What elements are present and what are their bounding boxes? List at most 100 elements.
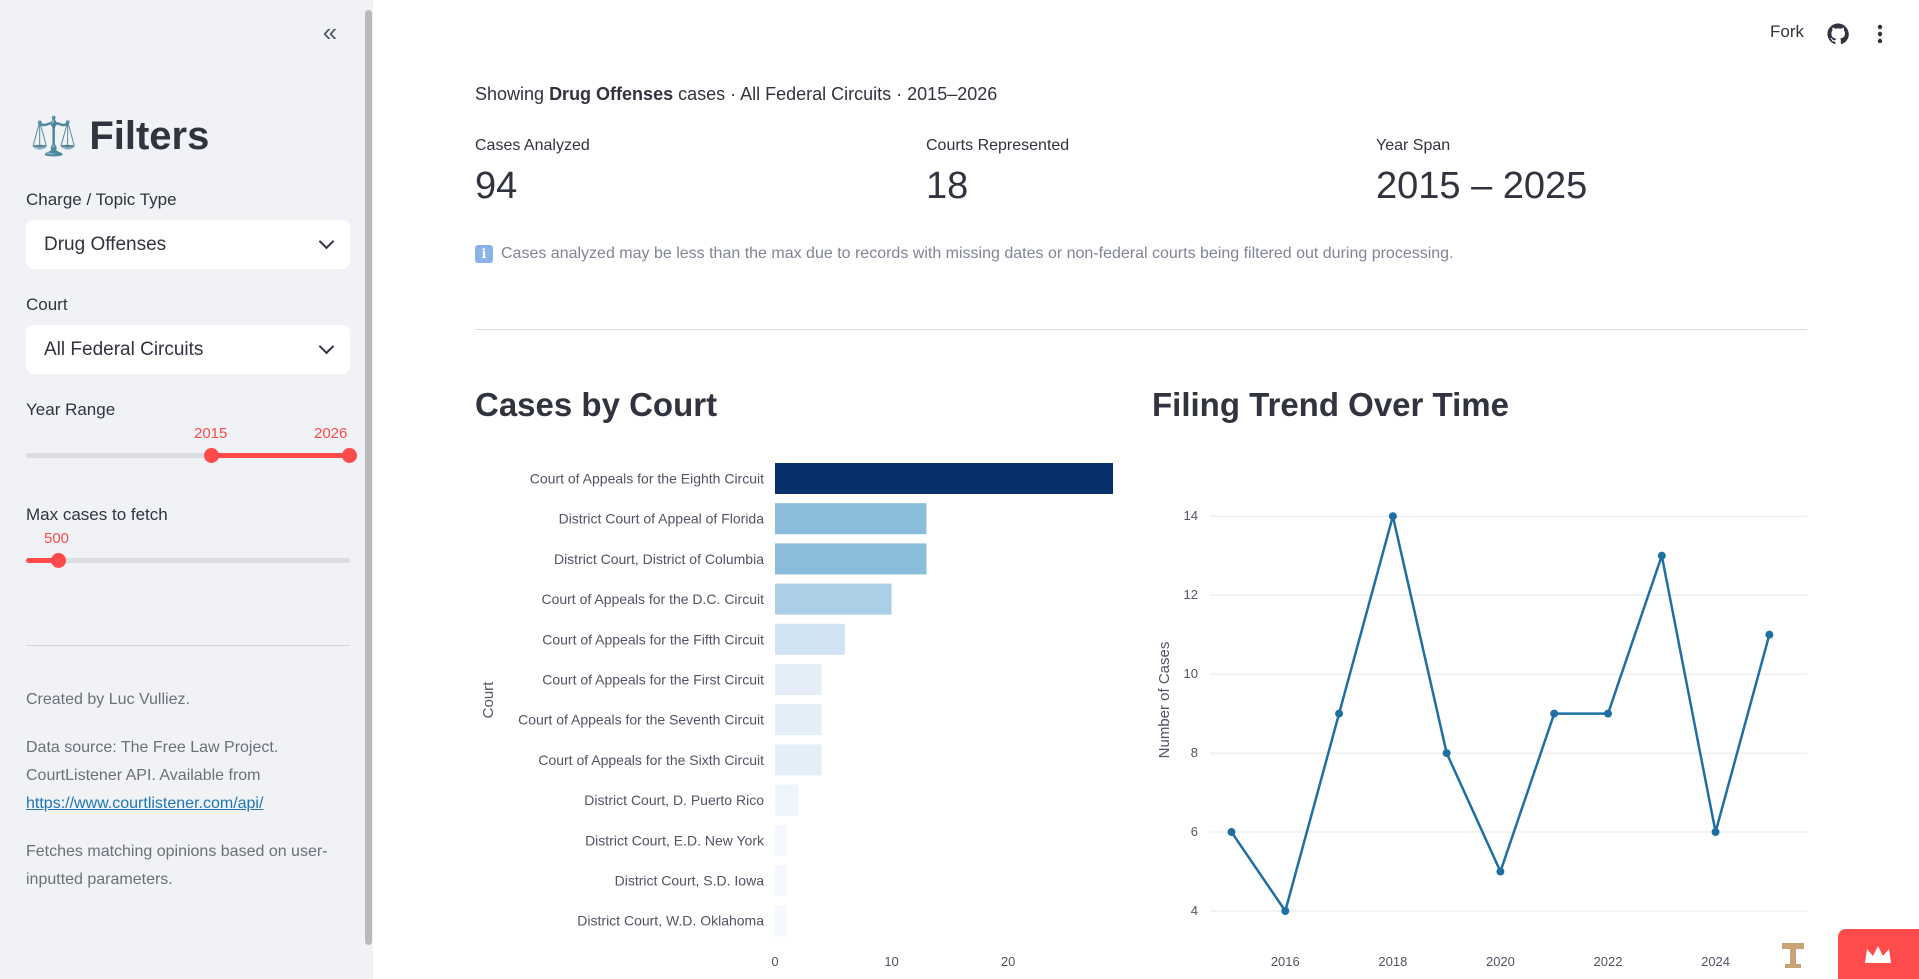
- court-bar[interactable]: [775, 824, 787, 856]
- x-tick-label: 2018: [1378, 954, 1407, 969]
- court-bar[interactable]: [775, 784, 799, 816]
- x-tick-label: 20: [1001, 954, 1015, 969]
- charge-select[interactable]: Drug Offenses: [26, 220, 350, 269]
- app-badge-icon[interactable]: [1772, 934, 1814, 976]
- sidebar-title: ⚖️ Filters: [30, 114, 209, 159]
- x-tick-label: 0: [771, 954, 778, 969]
- max-cases-thumb[interactable]: [51, 553, 67, 568]
- court-select[interactable]: All Federal Circuits: [26, 325, 350, 374]
- year-min-value: 2015: [194, 425, 228, 442]
- trend-point[interactable]: [1765, 630, 1774, 639]
- sidebar-title-text: Filters: [89, 114, 210, 158]
- max-cases-value: 500: [44, 530, 70, 547]
- y-tick-label: 4: [1191, 903, 1198, 918]
- summary-topic: Drug Offenses: [549, 84, 674, 104]
- year-range-fill: [210, 453, 350, 458]
- max-cases-label: Max cases to fetch: [26, 505, 168, 524]
- court-bar[interactable]: [775, 583, 892, 615]
- trend-point[interactable]: [1388, 512, 1397, 521]
- sidebar-divider: [26, 645, 350, 646]
- y-axis-label: Court: [480, 681, 497, 719]
- court-bar[interactable]: [775, 623, 845, 655]
- collapse-sidebar-icon[interactable]: «: [322, 17, 338, 47]
- year-min-thumb[interactable]: [203, 448, 219, 463]
- metric-cases-analyzed: Cases Analyzed 94: [475, 137, 590, 208]
- deploy-button[interactable]: [1838, 929, 1919, 979]
- fork-button[interactable]: Fork: [1770, 22, 1804, 41]
- y-axis-label: Number of Cases: [1156, 642, 1173, 759]
- year-range-slider[interactable]: [26, 448, 357, 463]
- info-text: Cases analyzed may be less than the max …: [501, 245, 1454, 262]
- courtlistener-link[interactable]: https://www.courtlistener.com/api/: [26, 795, 264, 812]
- sidebar-scrollbar[interactable]: [364, 0, 373, 979]
- year-range-label: Year Range: [26, 400, 116, 419]
- trend-point[interactable]: [1496, 867, 1505, 876]
- court-chart-title: Cases by Court: [475, 386, 718, 423]
- metric-label: Year Span: [1376, 137, 1451, 154]
- trend-line-chart: 4 6 8 10 12 14 2016 2018 2020 2022 2024 Number of C…: [1156, 508, 1807, 969]
- metric-label: Cases Analyzed: [475, 137, 590, 154]
- x-tick-label: 2024: [1701, 954, 1730, 969]
- court-bar-label: District Court, W.D. Oklahoma: [577, 913, 764, 929]
- crown-icon: [1865, 946, 1891, 963]
- max-cases-slider[interactable]: [26, 553, 350, 568]
- trend-point[interactable]: [1711, 828, 1720, 837]
- metric-label: Courts Represented: [926, 137, 1070, 154]
- court-bar[interactable]: [775, 503, 927, 535]
- trend-line: [1230, 515, 1771, 914]
- trend-point[interactable]: [1335, 709, 1344, 718]
- court-bar[interactable]: [775, 463, 1113, 494]
- created-by: Created by Luc Vulliez.: [26, 691, 190, 708]
- data-source-line2: CourtListener API. Available from: [26, 767, 261, 784]
- y-tick-label: 10: [1184, 666, 1198, 681]
- charge-label: Charge / Topic Type: [26, 190, 177, 209]
- metric-value: 2015 – 2025: [1376, 165, 1588, 207]
- court-bar[interactable]: [775, 664, 822, 695]
- trend-point[interactable]: [1227, 828, 1236, 837]
- trend-point[interactable]: [1550, 709, 1559, 718]
- court-bar-label: Court of Appeals for the Eighth Circuit: [530, 471, 764, 487]
- court-bar[interactable]: [775, 905, 787, 937]
- court-bar[interactable]: [775, 744, 822, 776]
- metric-year-span: Year Span 2015 – 2025: [1376, 137, 1587, 208]
- metric-courts-represented: Courts Represented 18: [926, 137, 1069, 208]
- court-bar-label: District Court, D. Puerto Rico: [584, 792, 764, 808]
- trend-point[interactable]: [1281, 907, 1290, 915]
- fetch-note: Fetches matching opinions based on user-…: [26, 838, 328, 894]
- x-tick-label: 10: [884, 954, 898, 969]
- court-bar-label: District Court of Appeal of Florida: [559, 511, 765, 527]
- y-tick-label: 8: [1191, 745, 1198, 760]
- trend-point[interactable]: [1604, 709, 1612, 718]
- court-bar-label: District Court, E.D. New York: [585, 832, 765, 848]
- court-bar[interactable]: [775, 543, 927, 575]
- main-divider: [475, 329, 1807, 330]
- scales-icon: ⚖️: [30, 115, 78, 158]
- metric-value: 94: [475, 165, 518, 207]
- trend-point[interactable]: [1657, 551, 1666, 560]
- court-bar[interactable]: [775, 865, 787, 896]
- fetch-note-line2: inputted parameters.: [26, 871, 173, 888]
- court-label: Court: [26, 295, 68, 314]
- data-source: Data source: The Free Law Project. Court…: [26, 734, 278, 818]
- court-bar-label: Court of Appeals for the Seventh Circuit: [518, 712, 764, 728]
- chevron-down-icon: [318, 338, 335, 355]
- sidebar-scroll-thumb[interactable]: [365, 10, 372, 945]
- info-icon: ℹ: [475, 245, 493, 263]
- x-tick-label: 2022: [1594, 954, 1623, 969]
- year-max-thumb[interactable]: [342, 448, 357, 463]
- metric-value: 18: [926, 165, 969, 207]
- github-icon[interactable]: [1827, 23, 1849, 50]
- filter-summary: Showing Drug Offenses cases · All Federa…: [475, 84, 997, 105]
- court-bar-label: District Court, District of Columbia: [554, 551, 764, 567]
- court-bar[interactable]: [775, 704, 822, 736]
- court-bar-chart: Court of Appeals for the Eighth Circuit D…: [480, 463, 1113, 969]
- summary-suffix: cases · All Federal Circuits · 2015–2026: [673, 84, 998, 104]
- court-bar-label: Court of Appeals for the Sixth Circuit: [538, 752, 764, 768]
- kebab-menu-icon[interactable]: [1873, 23, 1887, 50]
- y-tick-label: 6: [1191, 824, 1198, 839]
- summary-prefix: Showing: [475, 84, 550, 104]
- sidebar: « ⚖️ Filters Charge / Topic Type Drug Of…: [0, 0, 365, 979]
- court-select-value: All Federal Circuits: [44, 338, 204, 360]
- x-tick-label: 2016: [1271, 954, 1300, 969]
- trend-point[interactable]: [1442, 749, 1451, 758]
